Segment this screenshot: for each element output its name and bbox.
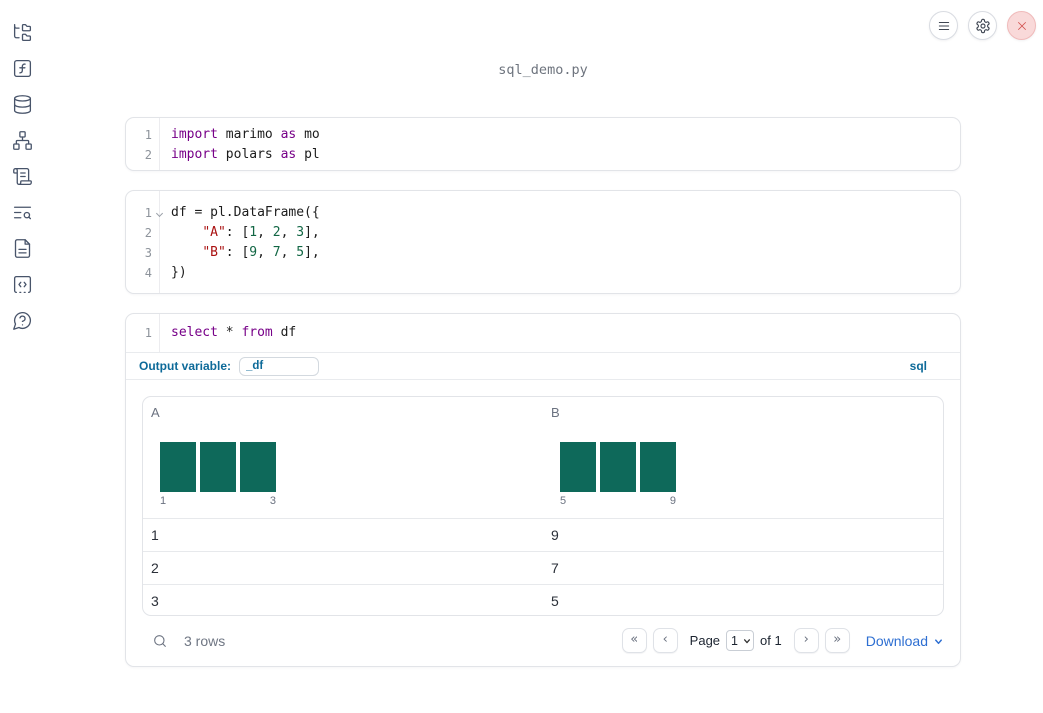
snippets-icon[interactable] xyxy=(12,274,33,295)
data-sources-icon[interactable] xyxy=(12,94,33,115)
file-explorer-icon[interactable] xyxy=(12,22,33,43)
line-number: 2 xyxy=(144,148,152,162)
column-header-a: A 1 3 xyxy=(143,397,543,518)
code-lines: import marimo as mo import polars as pl xyxy=(160,118,960,170)
column-histogram: 1 3 xyxy=(160,442,276,507)
column-header-b: B 5 9 xyxy=(543,397,943,518)
logs-icon[interactable] xyxy=(12,166,33,187)
column-label[interactable]: A xyxy=(151,405,160,420)
histogram-bars xyxy=(560,442,676,492)
histogram-bar xyxy=(200,442,236,492)
histogram-bar xyxy=(160,442,196,492)
search-icon[interactable] xyxy=(152,633,168,649)
sql-toolbar: Output variable: sql xyxy=(126,352,960,380)
axis-min-label: 5 xyxy=(560,495,567,507)
chevron-down-icon xyxy=(935,639,942,645)
line-number: 1 xyxy=(144,326,152,340)
output-variable-label: Output variable: xyxy=(139,359,232,373)
variables-icon[interactable] xyxy=(12,58,33,79)
first-page-button[interactable]: « xyxy=(621,628,647,653)
download-label: Download xyxy=(865,632,928,649)
notebook-actions xyxy=(929,11,1036,40)
code-editor[interactable]: 1 2 3 4 df = pl.DataFrame({ "A": [1, 2, 3],… xyxy=(126,191,960,293)
table-cell: 5 xyxy=(551,593,559,609)
hamburger-icon xyxy=(938,21,949,30)
line-number: 4 xyxy=(144,266,152,280)
language-badge[interactable]: sql xyxy=(909,359,927,373)
column-label[interactable]: B xyxy=(551,405,560,420)
page-select[interactable]: 1 xyxy=(726,630,755,651)
table-footer: 3 rows « ‹ Page 1 of 1 › » Downl xyxy=(142,628,944,653)
dataframe-table: A 1 3 B xyxy=(142,396,944,616)
helper-sidebar xyxy=(0,0,44,713)
close-button[interactable] xyxy=(1007,11,1036,40)
line-number: 1 xyxy=(144,128,152,142)
histogram-bars xyxy=(160,442,276,492)
axis-min-label: 1 xyxy=(160,495,167,507)
table-header: A 1 3 B xyxy=(143,397,943,518)
code-line[interactable]: df = pl.DataFrame({ xyxy=(171,205,320,220)
axis-max-label: 3 xyxy=(269,495,276,507)
prev-page-button[interactable]: ‹ xyxy=(652,628,678,653)
histogram-bar xyxy=(560,442,596,492)
histogram-axis-labels: 1 3 xyxy=(160,495,276,507)
next-page-button[interactable]: › xyxy=(793,628,819,653)
menu-button[interactable] xyxy=(929,11,958,40)
dataframe-cell: 1 2 3 4 df = pl.DataFrame({ "A": [1, 2, 3],… xyxy=(125,190,961,294)
code-line[interactable]: import polars as pl xyxy=(171,147,320,162)
table-cell: 1 xyxy=(151,527,159,543)
download-button[interactable]: Download xyxy=(866,633,944,649)
code-line[interactable]: }) xyxy=(171,265,187,280)
code-lines: select * from df xyxy=(160,314,960,352)
histogram-bar xyxy=(640,442,676,492)
page-label: Page xyxy=(689,633,721,648)
histogram-axis-labels: 5 9 xyxy=(560,495,676,507)
line-number: 1 xyxy=(126,203,164,223)
code-line[interactable]: "A": [1, 2, 3], xyxy=(202,225,320,240)
table-cell: 3 xyxy=(151,593,159,609)
page-of-label: of 1 xyxy=(760,633,782,648)
help-icon[interactable] xyxy=(12,310,33,331)
gear-icon xyxy=(975,18,990,33)
sql-cell: 1 select * from df Output variable: sql … xyxy=(125,313,961,667)
code-line[interactable]: select * from df xyxy=(171,325,297,340)
column-histogram: 5 9 xyxy=(560,442,676,507)
page-select-wrap: 1 xyxy=(726,630,755,651)
sql-output: A 1 3 B xyxy=(126,380,960,666)
histogram-bar xyxy=(240,442,276,492)
table-cell: 2 xyxy=(151,560,159,576)
dependency-graph-icon[interactable] xyxy=(12,130,33,151)
line-number-gutter: 1 xyxy=(126,314,160,352)
table-cell: 7 xyxy=(551,560,559,576)
code-line[interactable]: "B": [9, 7, 5], xyxy=(202,245,320,260)
code-editor[interactable]: 1 select * from df xyxy=(126,314,960,352)
table-cell: 9 xyxy=(551,527,559,543)
histogram-bar xyxy=(600,442,636,492)
documentation-icon[interactable] xyxy=(12,238,33,259)
axis-max-label: 9 xyxy=(669,495,676,507)
close-icon xyxy=(1017,21,1026,30)
code-line[interactable]: import marimo as mo xyxy=(171,127,320,142)
notebook-filename[interactable]: sql_demo.py xyxy=(498,62,588,78)
pagination: « ‹ Page 1 of 1 › » Download xyxy=(621,628,944,653)
line-number: 2 xyxy=(144,226,152,240)
line-number-gutter: 1 2 3 4 xyxy=(126,191,164,293)
line-number: 3 xyxy=(144,246,152,260)
output-variable-input[interactable] xyxy=(239,356,320,376)
row-count: 3 rows xyxy=(184,632,226,649)
code-lines: df = pl.DataFrame({ "A": [1, 2, 3], "B":… xyxy=(160,191,960,293)
settings-button[interactable] xyxy=(968,11,997,40)
search-outline-icon[interactable] xyxy=(12,202,33,223)
last-page-button[interactable]: » xyxy=(824,628,850,653)
